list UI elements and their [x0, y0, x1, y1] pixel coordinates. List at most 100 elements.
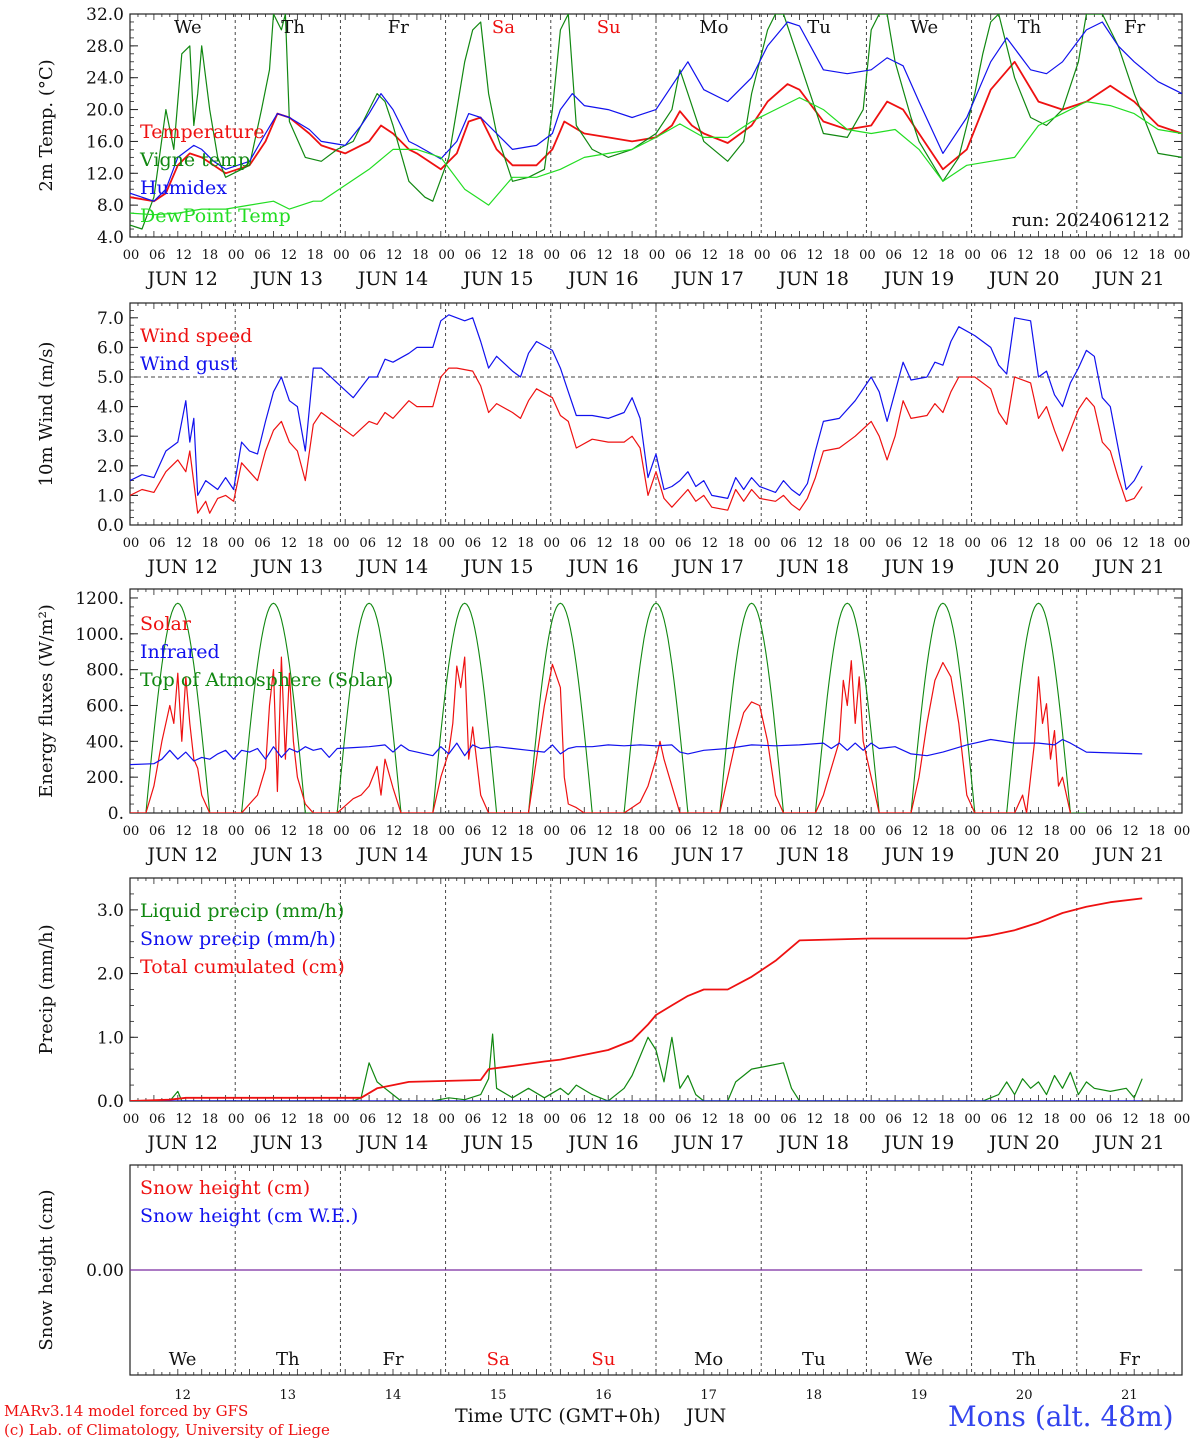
hour-label: 06	[780, 536, 797, 551]
hour-label: 18	[938, 824, 955, 839]
hour-label: 18	[412, 536, 429, 551]
hour-label: 00	[1174, 536, 1191, 551]
hour-label: 00	[333, 1112, 350, 1127]
hour-label: 18	[1148, 1112, 1165, 1127]
hour-label: 00	[438, 824, 455, 839]
legend-entry: Temperature	[140, 121, 264, 143]
y-tick-label: 3.0	[97, 427, 124, 447]
hour-label: 06	[149, 824, 166, 839]
y-tick-label: 12.0	[86, 164, 124, 184]
date-label: JUN 17	[671, 1132, 743, 1154]
y-axis-label: Precip (mm/h)	[36, 924, 57, 1054]
hour-label: 12	[1017, 248, 1034, 263]
legend-entry: Snow height (cm)	[140, 1177, 310, 1199]
legend-entry: Infrared	[140, 641, 220, 663]
hour-label: 06	[359, 536, 376, 551]
date-label: JUN 19	[882, 268, 954, 290]
hour-label: 06	[359, 824, 376, 839]
hour-label: 06	[465, 824, 482, 839]
hour-label: 12	[1017, 536, 1034, 551]
hour-label: 06	[570, 536, 587, 551]
series-line-1	[130, 314, 1143, 499]
date-label: JUN 21	[1092, 268, 1164, 290]
legend-entry: Liquid precip (mm/h)	[140, 900, 344, 922]
weekday-label: Th	[281, 17, 305, 38]
hour-label: 18	[202, 1112, 219, 1127]
hour-label: 12	[175, 1112, 192, 1127]
date-label: JUN 15	[461, 844, 533, 866]
hour-label: 18	[412, 248, 429, 263]
hour-label: 12	[912, 536, 929, 551]
hour-label: 00	[754, 536, 771, 551]
hour-label: 00	[1070, 824, 1087, 839]
date-label: JUN 18	[777, 268, 849, 290]
hour-label: 12	[175, 824, 192, 839]
series-line-2	[130, 21, 1182, 202]
hour-label: 18	[307, 1112, 324, 1127]
hour-label: 12	[386, 248, 403, 263]
legend-entry: Snow height (cm W.E.)	[140, 1205, 358, 1227]
weekday-label: Mo	[699, 17, 728, 38]
hour-label: 06	[1096, 248, 1113, 263]
weekday-label: Sa	[492, 17, 515, 38]
date-label: JUN 20	[987, 844, 1059, 866]
hour-label: 12	[912, 248, 929, 263]
y-axis-label: Snow height (cm)	[36, 1189, 57, 1350]
panel-3: 0. 200. 400. 600. 800. 1000. 1200. Energy fluxe…	[36, 588, 1190, 866]
hour-label: 12	[281, 536, 298, 551]
hour-label: 06	[675, 1112, 692, 1127]
y-tick-label: 8.0	[97, 196, 124, 216]
series-group	[130, 14, 1182, 230]
hour-label: 06	[465, 536, 482, 551]
hour-label: 18	[833, 248, 850, 263]
hour-label: 00	[964, 1112, 981, 1127]
hour-label: 18	[833, 824, 850, 839]
date-label: JUN 19	[882, 1132, 954, 1154]
hour-label: 06	[1096, 536, 1113, 551]
hour-label: 12	[491, 248, 508, 263]
hour-label: 12	[1122, 1112, 1139, 1127]
hour-label: 06	[149, 1112, 166, 1127]
hour-label: 12	[281, 1112, 298, 1127]
y-tick-label: 4.0	[97, 228, 124, 248]
legend-entry: Wind speed	[140, 325, 252, 347]
day-number-label: 21	[1121, 1388, 1138, 1403]
hour-label: 18	[202, 248, 219, 263]
hour-label: 06	[991, 1112, 1008, 1127]
day-number-label: 12	[174, 1388, 191, 1403]
hour-label: 00	[649, 248, 666, 263]
y-axis-label: 2m Temp. (°C)	[36, 59, 57, 191]
hour-label: 18	[728, 536, 745, 551]
date-label: JUN 15	[461, 268, 533, 290]
hour-label: 00	[123, 536, 140, 551]
hour-label: 06	[465, 1112, 482, 1127]
hour-label: 00	[859, 824, 876, 839]
hour-label: 06	[570, 824, 587, 839]
y-tick-label: 28.0	[86, 37, 124, 57]
series-line-0	[130, 60, 1182, 203]
hour-label: 18	[622, 1112, 639, 1127]
hour-label: 18	[1148, 824, 1165, 839]
hour-label: 18	[1043, 536, 1060, 551]
legend-entry: DewPoint Temp	[140, 205, 291, 227]
hour-label: 18	[517, 536, 534, 551]
hour-label: 06	[254, 248, 271, 263]
y-tick-label: 32.0	[86, 5, 124, 25]
station-name: Mons (alt. 48m)	[948, 1400, 1174, 1433]
date-label: JUN 13	[251, 556, 323, 578]
hour-label: 18	[412, 1112, 429, 1127]
hour-label: 12	[701, 248, 718, 263]
weekday-label: Th	[276, 1349, 300, 1370]
hour-label: 18	[517, 248, 534, 263]
y-tick-label: 400.	[86, 732, 124, 752]
hour-label: 12	[596, 248, 613, 263]
hour-label: 12	[491, 824, 508, 839]
hour-label: 06	[675, 536, 692, 551]
hour-label: 06	[1096, 1112, 1113, 1127]
hour-label: 00	[649, 1112, 666, 1127]
hour-label: 12	[596, 824, 613, 839]
date-label: JUN 17	[671, 556, 743, 578]
date-label: JUN 14	[356, 1132, 428, 1154]
y-tick-label: 5.0	[97, 368, 124, 388]
hour-label: 12	[701, 1112, 718, 1127]
